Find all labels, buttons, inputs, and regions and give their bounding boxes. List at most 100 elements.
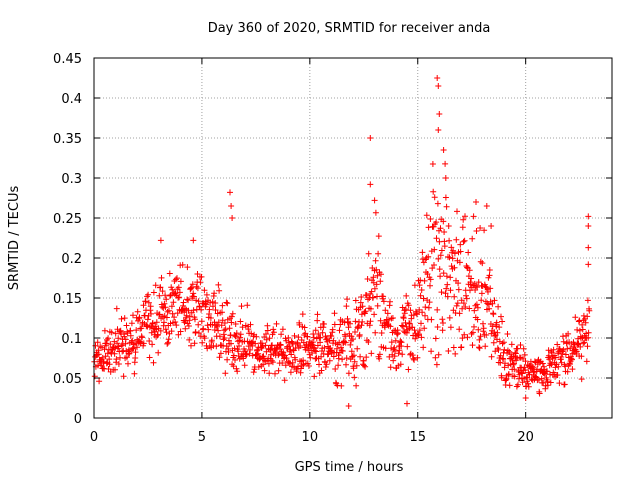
data-point xyxy=(229,215,236,221)
data-point xyxy=(266,370,273,377)
data-point xyxy=(564,368,571,375)
data-point xyxy=(392,348,398,354)
data-point xyxy=(384,310,391,317)
data-point xyxy=(319,329,326,336)
data-point xyxy=(585,213,592,220)
data-point xyxy=(304,333,311,340)
data-point xyxy=(332,366,339,372)
data-point xyxy=(126,350,133,357)
data-point xyxy=(569,356,575,363)
data-point xyxy=(282,362,289,369)
data-point xyxy=(407,307,414,314)
data-point xyxy=(357,353,364,360)
data-point xyxy=(566,361,573,368)
data-point xyxy=(272,370,278,377)
data-point xyxy=(364,276,371,282)
x-axis-label: GPS time / hours xyxy=(295,460,404,475)
data-point xyxy=(191,340,198,347)
data-point xyxy=(457,241,464,248)
data-point xyxy=(536,390,543,397)
data-point xyxy=(181,305,188,312)
data-point xyxy=(490,311,497,318)
data-point xyxy=(442,194,449,201)
data-point xyxy=(316,361,322,368)
data-point xyxy=(526,371,533,378)
data-point xyxy=(462,213,468,220)
data-point xyxy=(222,370,229,377)
data-point xyxy=(417,277,424,284)
data-point xyxy=(345,403,352,409)
data-point xyxy=(491,297,498,304)
data-point xyxy=(212,300,219,306)
data-point xyxy=(375,233,382,240)
data-point xyxy=(215,281,222,288)
data-point xyxy=(168,328,175,335)
data-point xyxy=(459,305,466,312)
data-point xyxy=(233,330,240,337)
data-point xyxy=(404,343,411,350)
data-point xyxy=(578,376,585,383)
data-point xyxy=(244,302,251,309)
data-point xyxy=(579,326,586,333)
data-point xyxy=(321,321,327,327)
data-point xyxy=(376,355,383,362)
data-point xyxy=(215,319,222,326)
data-point xyxy=(550,346,557,353)
data-point xyxy=(398,339,405,346)
data-point xyxy=(552,364,559,371)
data-point xyxy=(479,260,486,267)
data-point xyxy=(217,350,224,357)
data-point xyxy=(166,270,173,277)
data-point xyxy=(469,235,476,242)
data-point xyxy=(190,307,197,314)
data-point xyxy=(163,296,170,303)
data-point xyxy=(247,321,254,328)
data-point xyxy=(437,252,444,259)
data-point xyxy=(422,312,428,319)
data-point xyxy=(451,293,458,300)
data-point xyxy=(444,281,451,288)
data-point xyxy=(351,358,358,365)
data-point xyxy=(161,300,168,307)
data-point xyxy=(451,250,458,257)
data-point xyxy=(382,307,389,314)
data-point xyxy=(171,314,178,321)
x-tick-label: 20 xyxy=(517,430,534,445)
data-point xyxy=(464,264,471,271)
data-point xyxy=(224,356,231,363)
data-point xyxy=(238,303,245,310)
data-point xyxy=(167,292,174,299)
data-point xyxy=(421,325,428,332)
data-point xyxy=(453,302,460,309)
data-point xyxy=(374,293,380,300)
data-point xyxy=(108,329,115,336)
data-point xyxy=(230,363,237,370)
data-point xyxy=(134,344,140,351)
data-point xyxy=(432,335,439,342)
data-point xyxy=(381,324,388,331)
data-point xyxy=(471,307,478,314)
data-point xyxy=(554,341,561,348)
data-point xyxy=(477,258,484,265)
data-point xyxy=(252,340,259,347)
data-point xyxy=(112,344,119,351)
data-point xyxy=(438,289,445,296)
data-point xyxy=(113,356,120,363)
data-point xyxy=(559,348,566,355)
data-point xyxy=(146,354,153,361)
data-point xyxy=(572,314,579,321)
data-point xyxy=(201,287,208,294)
data-point xyxy=(531,358,538,365)
data-point xyxy=(336,327,343,334)
data-point xyxy=(500,356,507,363)
data-point xyxy=(475,279,482,286)
data-point xyxy=(105,335,112,342)
data-point xyxy=(283,355,290,362)
data-point xyxy=(172,319,179,325)
data-point xyxy=(461,331,468,338)
data-point xyxy=(262,342,269,349)
data-point xyxy=(521,364,528,371)
data-point xyxy=(451,264,458,271)
data-point xyxy=(368,288,375,295)
data-point xyxy=(468,330,475,337)
